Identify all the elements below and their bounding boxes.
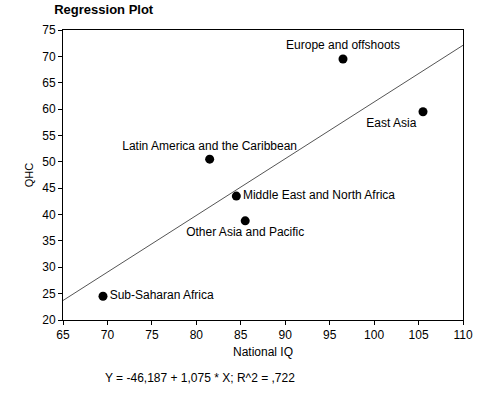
svg-text:95: 95 [323,328,337,342]
svg-text:60: 60 [42,102,56,116]
svg-text:40: 40 [42,208,56,222]
svg-text:35: 35 [42,234,56,248]
svg-text:Y = -46,187 + 1,075 * X; R^2 =: Y = -46,187 + 1,075 * X; R^2 = ,722 [105,371,295,385]
svg-text:Other Asia and Pacific: Other Asia and Pacific [186,225,304,239]
svg-text:70: 70 [42,50,56,64]
svg-text:Europe and offshoots: Europe and offshoots [286,38,400,52]
svg-text:105: 105 [409,328,429,342]
svg-text:65: 65 [56,328,70,342]
svg-text:20: 20 [42,313,56,327]
svg-text:Sub-Saharan Africa: Sub-Saharan Africa [110,288,214,302]
svg-text:90: 90 [279,328,293,342]
svg-text:65: 65 [42,76,56,90]
svg-text:75: 75 [145,328,159,342]
svg-text:East Asia: East Asia [366,116,416,130]
svg-text:110: 110 [453,328,472,342]
svg-text:80: 80 [190,328,204,342]
svg-text:Latin America and the Caribbea: Latin America and the Caribbean [122,139,297,153]
svg-text:75: 75 [42,23,56,37]
svg-text:30: 30 [42,260,56,274]
svg-text:25: 25 [42,287,56,301]
svg-text:85: 85 [234,328,248,342]
svg-text:45: 45 [42,181,56,195]
svg-text:70: 70 [101,328,115,342]
svg-text:National IQ: National IQ [233,345,293,359]
svg-text:Regression Plot: Regression Plot [54,2,154,17]
svg-text:100: 100 [364,328,384,342]
svg-text:50: 50 [42,155,56,169]
svg-text:Middle East and North Africa: Middle East and North Africa [243,188,395,202]
svg-text:QHC: QHC [23,163,35,188]
svg-text:55: 55 [42,129,56,143]
